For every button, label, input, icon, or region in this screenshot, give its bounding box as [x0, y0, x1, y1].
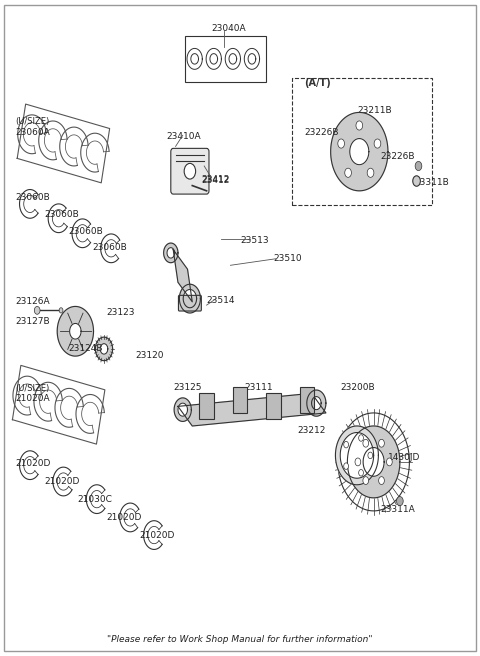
Text: (U/SIZE): (U/SIZE) [16, 117, 50, 126]
Text: 23212: 23212 [297, 426, 325, 435]
Text: 23311B: 23311B [414, 178, 449, 188]
Bar [300, 387, 314, 413]
Polygon shape [100, 344, 108, 354]
Text: 23311A: 23311A [381, 505, 416, 514]
Polygon shape [363, 447, 384, 476]
Circle shape [34, 306, 40, 314]
Polygon shape [57, 306, 94, 356]
Polygon shape [174, 398, 192, 421]
Text: 23060B: 23060B [44, 211, 79, 220]
Polygon shape [70, 323, 81, 339]
Circle shape [338, 139, 345, 148]
FancyBboxPatch shape [171, 148, 209, 194]
Circle shape [344, 463, 348, 470]
Circle shape [396, 497, 403, 506]
Polygon shape [312, 397, 321, 409]
Circle shape [184, 163, 196, 179]
Circle shape [359, 435, 363, 441]
Circle shape [367, 168, 374, 177]
Circle shape [363, 477, 369, 485]
Polygon shape [340, 432, 373, 478]
Text: 21020D: 21020D [140, 531, 175, 540]
Circle shape [368, 452, 372, 459]
Text: 23127B: 23127B [16, 317, 50, 326]
Bar [233, 387, 247, 413]
Text: "Please refer to Work Shop Manual for further information": "Please refer to Work Shop Manual for fu… [107, 635, 373, 644]
Circle shape [345, 168, 351, 177]
Text: (A/T): (A/T) [304, 78, 331, 88]
Circle shape [413, 176, 420, 186]
FancyBboxPatch shape [179, 295, 201, 311]
Text: 23226B: 23226B [304, 127, 339, 136]
Polygon shape [336, 426, 378, 485]
Circle shape [379, 477, 384, 485]
Polygon shape [180, 284, 200, 313]
Circle shape [415, 161, 422, 171]
Polygon shape [164, 243, 178, 262]
Text: 23125: 23125 [173, 383, 202, 392]
FancyBboxPatch shape [291, 79, 432, 205]
Text: 23060B: 23060B [16, 193, 50, 202]
Circle shape [59, 308, 63, 313]
Circle shape [355, 458, 361, 466]
Circle shape [386, 458, 392, 466]
Text: 23060B: 23060B [68, 227, 103, 236]
Polygon shape [307, 390, 326, 416]
Circle shape [363, 440, 369, 447]
Bar [185, 36, 266, 82]
Text: 21020D: 21020D [44, 477, 80, 486]
Text: 23410A: 23410A [166, 132, 201, 141]
Polygon shape [173, 250, 192, 302]
Text: 23513: 23513 [240, 236, 269, 245]
Text: 23514: 23514 [206, 296, 235, 305]
Text: 23200B: 23200B [340, 383, 375, 392]
Polygon shape [178, 394, 326, 426]
Polygon shape [350, 138, 369, 165]
Bar [266, 394, 281, 419]
Text: 23120: 23120 [135, 351, 164, 360]
Polygon shape [167, 248, 175, 258]
Polygon shape [331, 112, 388, 191]
Circle shape [344, 441, 348, 448]
Text: 23060B: 23060B [92, 243, 127, 252]
Text: 21020D: 21020D [16, 459, 51, 468]
Text: 23111: 23111 [245, 383, 274, 392]
Bar [199, 394, 214, 419]
Text: 23510: 23510 [274, 255, 302, 263]
Polygon shape [178, 403, 188, 416]
Polygon shape [96, 337, 113, 361]
Polygon shape [348, 426, 400, 498]
Polygon shape [183, 289, 197, 308]
Text: 23124B: 23124B [68, 344, 103, 354]
Circle shape [356, 121, 363, 130]
Text: (U/SIZE): (U/SIZE) [16, 384, 50, 392]
Circle shape [379, 440, 384, 447]
Text: 23226B: 23226B [381, 152, 415, 161]
Circle shape [359, 470, 363, 476]
Text: 23211B: 23211B [357, 106, 392, 115]
Text: 23123: 23123 [107, 308, 135, 318]
Text: 23412: 23412 [202, 174, 230, 184]
Text: 1430JD: 1430JD [388, 453, 420, 462]
Circle shape [374, 139, 381, 148]
Text: 21020A: 21020A [16, 394, 50, 403]
Text: 21020D: 21020D [107, 513, 142, 522]
Text: 23040A: 23040A [211, 24, 246, 33]
Text: 23412: 23412 [202, 176, 230, 185]
Text: 23060A: 23060A [16, 127, 50, 136]
Text: 23126A: 23126A [16, 297, 50, 306]
Text: 21030C: 21030C [78, 495, 113, 504]
